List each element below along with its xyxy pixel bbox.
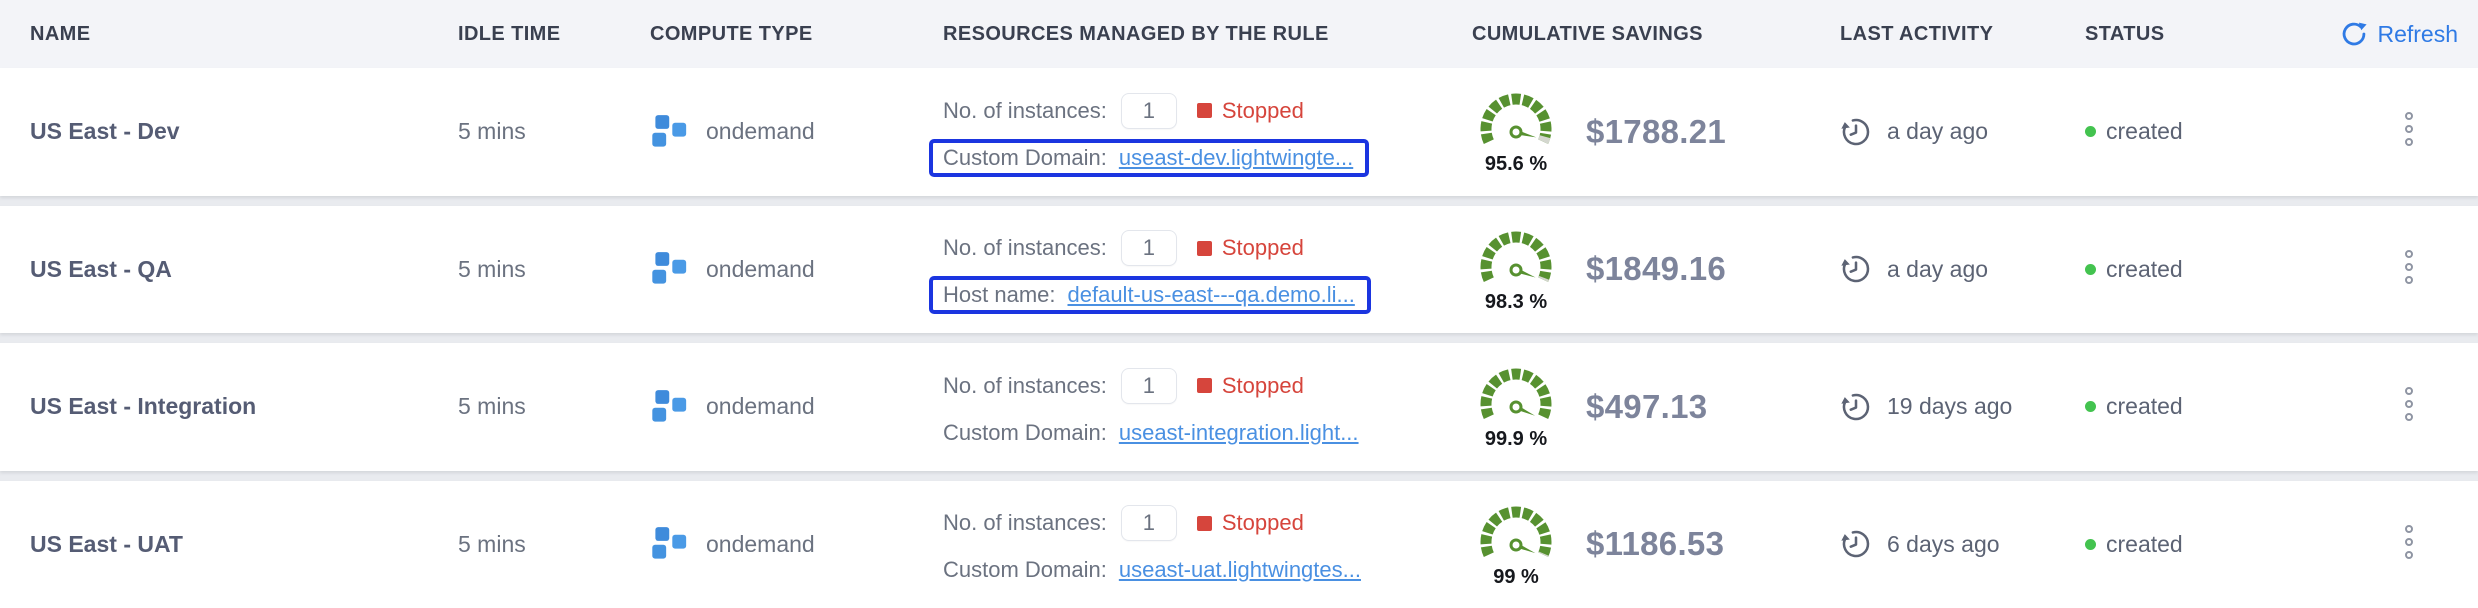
compute-type-label: ondemand bbox=[706, 530, 815, 557]
col-header-status: STATUS bbox=[2085, 22, 2165, 45]
rule-name: US East - QA bbox=[30, 255, 172, 282]
refresh-button[interactable]: Refresh bbox=[2340, 20, 2478, 48]
instance-state: Stopped bbox=[1221, 97, 1304, 123]
col-header-idle-time: IDLE TIME bbox=[458, 22, 561, 45]
domain-line: Custom Domain: useast-dev.lightwingte... bbox=[929, 138, 1370, 177]
status-text: created bbox=[2106, 393, 2183, 420]
domain-link[interactable]: useast-integration.light... bbox=[1118, 419, 1359, 445]
status-dot-icon bbox=[2085, 538, 2096, 550]
instance-count: 1 bbox=[1120, 230, 1177, 267]
instance-state: Stopped bbox=[1221, 235, 1304, 261]
col-header-resources: RESOURCES MANAGED BY THE RULE bbox=[943, 22, 1329, 45]
instances-label: No. of instances: bbox=[943, 372, 1107, 398]
instances-label: No. of instances: bbox=[943, 97, 1107, 123]
compute-type-label: ondemand bbox=[706, 393, 815, 420]
last-activity-text: 19 days ago bbox=[1887, 393, 2013, 420]
idle-time: 5 mins bbox=[458, 255, 526, 282]
instances-label: No. of instances: bbox=[943, 235, 1107, 261]
savings-gauge bbox=[1480, 368, 1552, 420]
rule-name: US East - UAT bbox=[30, 530, 183, 557]
history-icon bbox=[1840, 253, 1872, 285]
status-dot-icon bbox=[2085, 263, 2096, 275]
table-row: US East - UAT 5 mins ondemand No. of ins… bbox=[0, 480, 2478, 608]
status-text: created bbox=[2106, 255, 2183, 282]
history-icon bbox=[1840, 116, 1872, 148]
domain-line: Custom Domain: useast-integration.light.… bbox=[929, 414, 1375, 452]
stopped-state-icon bbox=[1196, 240, 1212, 256]
instance-state: Stopped bbox=[1221, 372, 1304, 398]
instances-line: No. of instances: 1 Stopped bbox=[929, 362, 1320, 410]
col-header-compute-type: COMPUTE TYPE bbox=[650, 22, 813, 45]
col-header-last-activity: LAST ACTIVITY bbox=[1840, 22, 1994, 45]
compute-cluster-icon bbox=[650, 524, 690, 564]
table-row: US East - QA 5 mins ondemand No. of inst… bbox=[0, 205, 2478, 333]
compute-cluster-icon bbox=[650, 387, 690, 427]
domain-line: Custom Domain: useast-uat.lightwingtes..… bbox=[929, 551, 1377, 589]
rule-name: US East - Integration bbox=[30, 393, 257, 420]
rule-name: US East - Dev bbox=[30, 118, 180, 145]
row-menu-button[interactable] bbox=[2392, 380, 2426, 433]
savings-gauge bbox=[1480, 93, 1552, 145]
col-header-name: NAME bbox=[30, 22, 91, 45]
instances-label: No. of instances: bbox=[943, 510, 1107, 536]
domain-link[interactable]: useast-uat.lightwingtes... bbox=[1118, 557, 1361, 583]
savings-amount: $1849.16 bbox=[1586, 250, 1727, 288]
instances-line: No. of instances: 1 Stopped bbox=[929, 224, 1320, 272]
compute-cluster-icon bbox=[650, 112, 690, 152]
compute-type-label: ondemand bbox=[706, 118, 815, 145]
instance-count: 1 bbox=[1120, 92, 1177, 129]
row-menu-button[interactable] bbox=[2392, 518, 2426, 571]
refresh-label: Refresh bbox=[2377, 20, 2458, 47]
savings-percent: 95.6 % bbox=[1484, 153, 1548, 176]
savings-amount: $497.13 bbox=[1586, 387, 1708, 425]
idle-time: 5 mins bbox=[458, 118, 526, 145]
domain-label: Custom Domain: bbox=[943, 557, 1107, 583]
instance-count: 1 bbox=[1120, 367, 1177, 404]
history-icon bbox=[1840, 391, 1872, 423]
last-activity-text: 6 days ago bbox=[1887, 530, 2000, 557]
stopped-state-icon bbox=[1196, 515, 1212, 531]
table-row: US East - Dev 5 mins ondemand No. of ins… bbox=[0, 68, 2478, 196]
status-dot-icon bbox=[2085, 126, 2096, 138]
compute-cluster-icon bbox=[650, 249, 690, 289]
domain-label: Custom Domain: bbox=[943, 419, 1107, 445]
savings-percent: 99 % bbox=[1493, 565, 1539, 588]
table-row: US East - Integration 5 mins ondemand No… bbox=[0, 343, 2478, 471]
savings-amount: $1186.53 bbox=[1586, 525, 1725, 563]
refresh-icon bbox=[2340, 20, 2368, 48]
instances-line: No. of instances: 1 Stopped bbox=[929, 499, 1320, 547]
domain-label: Host name: bbox=[943, 282, 1056, 308]
compute-type-label: ondemand bbox=[706, 255, 815, 282]
domain-line: Host name: default-us-east---qa.demo.li.… bbox=[929, 276, 1371, 315]
stopped-state-icon bbox=[1196, 103, 1212, 119]
instance-state: Stopped bbox=[1221, 510, 1304, 536]
status-text: created bbox=[2106, 118, 2183, 145]
savings-percent: 99.9 % bbox=[1484, 428, 1548, 451]
domain-link[interactable]: default-us-east---qa.demo.li... bbox=[1067, 282, 1355, 308]
last-activity-text: a day ago bbox=[1887, 118, 1989, 145]
savings-amount: $1788.21 bbox=[1586, 112, 1727, 150]
table-header: NAME IDLE TIME COMPUTE TYPE RESOURCES MA… bbox=[0, 0, 2478, 68]
status-dot-icon bbox=[2085, 401, 2096, 413]
col-header-savings: CUMULATIVE SAVINGS bbox=[1472, 22, 1703, 45]
stopped-state-icon bbox=[1196, 378, 1212, 394]
instances-line: No. of instances: 1 Stopped bbox=[929, 87, 1320, 135]
status-text: created bbox=[2106, 530, 2183, 557]
last-activity-text: a day ago bbox=[1887, 255, 1989, 282]
savings-percent: 98.3 % bbox=[1484, 290, 1548, 313]
idle-time: 5 mins bbox=[458, 393, 526, 420]
row-menu-button[interactable] bbox=[2392, 105, 2426, 158]
savings-gauge bbox=[1480, 231, 1552, 282]
savings-gauge bbox=[1480, 506, 1552, 557]
domain-label: Custom Domain: bbox=[943, 144, 1107, 170]
idle-time: 5 mins bbox=[458, 530, 526, 557]
domain-link[interactable]: useast-dev.lightwingte... bbox=[1118, 144, 1354, 170]
row-menu-button[interactable] bbox=[2392, 243, 2426, 296]
history-icon bbox=[1840, 528, 1872, 560]
instance-count: 1 bbox=[1120, 505, 1177, 542]
